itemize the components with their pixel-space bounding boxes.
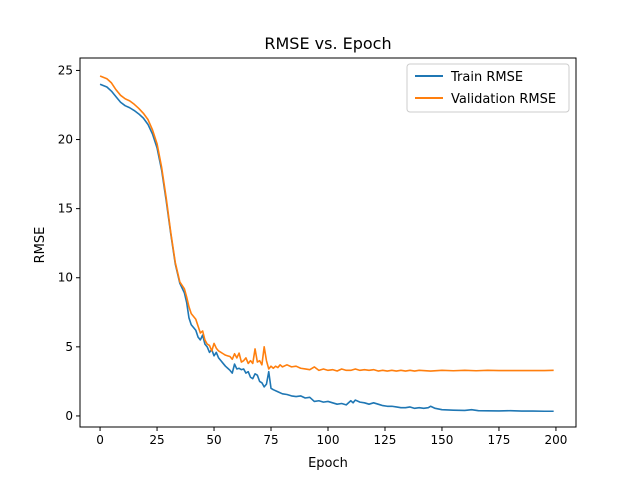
x-tick-label: 50 <box>206 433 221 447</box>
legend-label-train: Train RMSE <box>450 70 523 85</box>
y-axis-label: RMSE <box>33 227 48 264</box>
y-tick-label: 25 <box>58 63 73 77</box>
axes-background <box>80 58 576 427</box>
plot-area <box>80 58 576 427</box>
x-tick-label: 175 <box>488 433 511 447</box>
train-rmse-line <box>99 83 554 413</box>
x-tick-label: 75 <box>263 433 278 447</box>
x-tick-label: 200 <box>544 433 567 447</box>
y-tick-label: 10 <box>58 271 73 285</box>
legend-label-validation: Validation RMSE <box>451 92 556 107</box>
y-tick-label: 0 <box>65 409 73 423</box>
x-tick-label: 150 <box>431 433 454 447</box>
x-tick-label: 25 <box>149 433 164 447</box>
x-tick-label: 0 <box>96 433 104 447</box>
series-layer <box>99 75 554 413</box>
y-tick-label: 20 <box>58 133 73 147</box>
legend-box <box>406 63 570 113</box>
y-tick-label: 15 <box>58 202 73 216</box>
x-tick-label: 125 <box>374 433 397 447</box>
y-axis-ticks: 0 5 10 15 20 25 <box>58 63 80 423</box>
validation-rmse-line <box>99 75 554 372</box>
x-tick-label: 100 <box>317 433 340 447</box>
y-tick-label: 5 <box>65 340 73 354</box>
x-axis-ticks: 0 25 50 75 100 125 150 175 200 <box>96 427 567 447</box>
chart-title: RMSE vs. Epoch <box>264 34 391 53</box>
x-axis-label: Epoch <box>308 456 348 471</box>
legend: Train RMSE Validation RMSE <box>406 63 570 113</box>
